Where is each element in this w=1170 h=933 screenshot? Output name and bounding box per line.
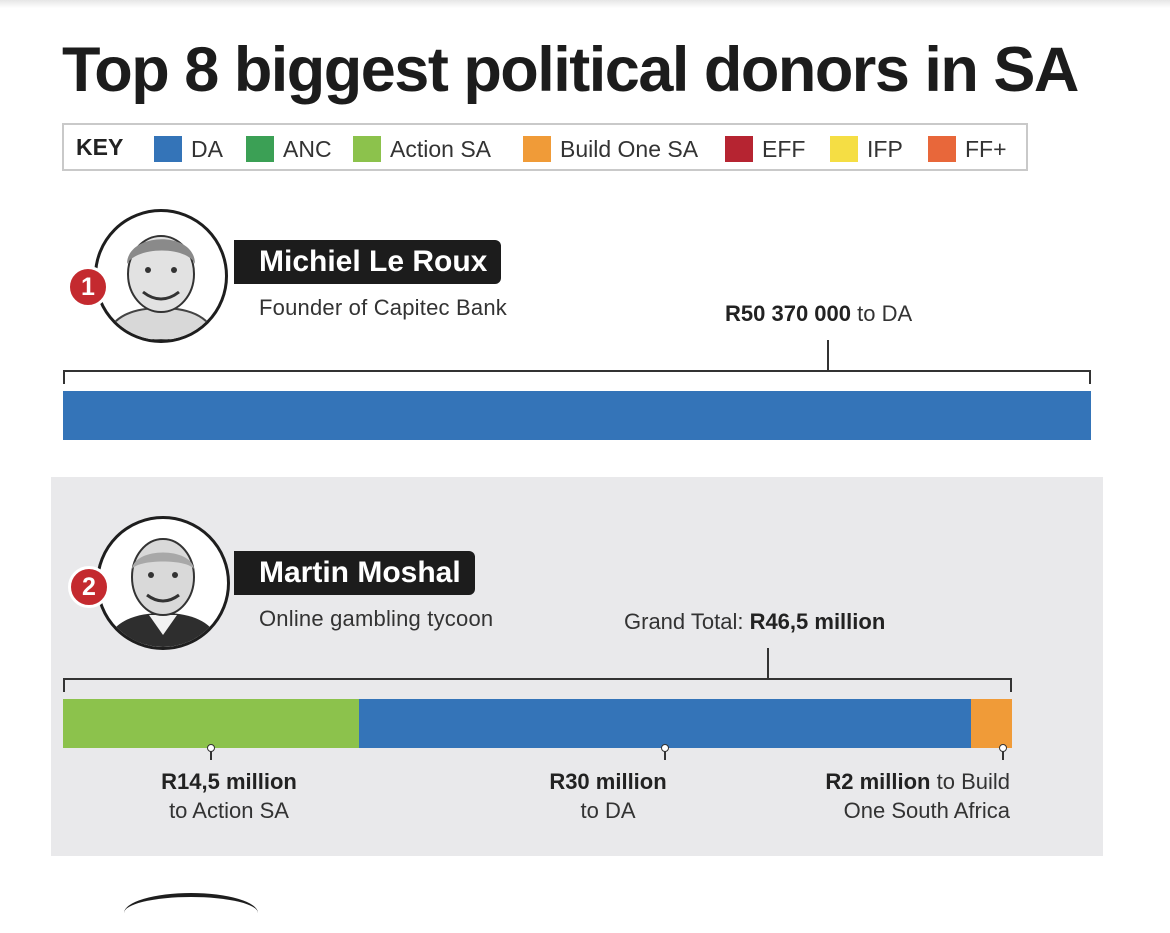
donor-2-segment-da-party: to DA	[580, 798, 636, 823]
donor-3-avatar-partial	[124, 893, 258, 933]
legend-label-eff: EFF	[762, 136, 806, 162]
donor-2-segment-build-one-sa-suffix: to Build	[930, 769, 1010, 794]
donor-2-total-bracket	[63, 678, 1013, 692]
donor-2-pin-dot-action-sa	[206, 744, 215, 752]
donor-2-segment-build-one-sa-amount: R2 million	[825, 769, 931, 794]
donor-2-segment-da-amount: R30 million	[549, 769, 667, 794]
donor-2-total-prefix: Grand Total:	[624, 609, 750, 634]
donor-2-total-connector	[767, 648, 769, 678]
donor-1-name: Michiel Le Roux	[234, 240, 502, 284]
donor-1-total-amount: R50 370 000	[725, 301, 851, 326]
donor-2-segment-build-one-sa-label: R2 million to Build One South Africa	[760, 767, 1010, 825]
donor-1-total-label: R50 370 000 to DA	[725, 301, 912, 327]
infographic-title: Top 8 biggest political donors in SA	[62, 35, 1079, 105]
donor-1-total-suffix: to DA	[851, 301, 913, 326]
donor-2-total-amount: R46,5 million	[749, 609, 886, 634]
donor-2-avatar	[96, 516, 230, 650]
donor-2-bar-build-one-sa	[971, 699, 1012, 748]
donor-1-rank-badge: 1	[67, 266, 109, 308]
donor-2-portrait-icon	[105, 538, 221, 647]
legend-label-da: DA	[191, 136, 223, 162]
top-shadow	[0, 0, 1170, 8]
legend-label-ff-plus: FF+	[965, 136, 1007, 162]
donor-1-description: Founder of Capitec Bank	[259, 295, 507, 320]
legend-swatch-ff-plus	[928, 136, 956, 162]
donor-2-pin-dot-da	[661, 744, 670, 752]
donor-1-bar-da	[63, 391, 1091, 440]
donor-2-bar-da	[358, 699, 972, 748]
legend-swatch-anc	[246, 136, 274, 162]
donor-1-avatar	[94, 209, 228, 343]
legend-label-action-sa: Action SA	[390, 136, 491, 162]
donor-2-pin-dot-build-one-sa	[999, 744, 1008, 752]
legend-swatch-eff	[725, 136, 753, 162]
legend-swatch-action-sa	[353, 136, 381, 162]
legend-label-ifp: IFP	[867, 136, 903, 162]
donor-2-description: Online gambling tycoon	[259, 606, 494, 631]
donor-2-pin-action-sa	[209, 748, 212, 760]
donor-2-segment-action-sa-amount: R14,5 million	[161, 769, 297, 794]
donor-2-segment-action-sa-label: R14,5 million to Action SA	[127, 767, 331, 825]
legend-label-anc: ANC	[283, 136, 332, 162]
legend-title: KEY	[76, 134, 124, 160]
legend-swatch-build-one-sa	[523, 136, 551, 162]
donor-2-panel	[51, 477, 1103, 856]
donor-2-pin-build-one-sa	[1002, 748, 1005, 760]
donor-2-name: Martin Moshal	[234, 551, 475, 595]
donor-1-portrait-icon	[103, 235, 219, 340]
donor-2-total-label: Grand Total: R46,5 million	[624, 609, 885, 635]
donor-2-pin-da	[664, 748, 667, 760]
donor-2-bar-action-sa	[63, 699, 359, 748]
donor-2-segment-build-one-sa-party: One South Africa	[843, 798, 1010, 823]
donor-2-segment-da-label: R30 million to DA	[518, 767, 698, 825]
donor-2-segment-action-sa-party: to Action SA	[169, 798, 289, 823]
donor-2-rank-badge: 2	[68, 566, 110, 608]
legend-swatch-ifp	[830, 136, 858, 162]
donor-1-total-bracket	[63, 370, 1091, 384]
legend-key: KEY DA ANC Action SA Build One SA EFF IF…	[62, 123, 1028, 171]
legend-swatch-da	[154, 136, 182, 162]
legend-label-build-one-sa: Build One SA	[560, 136, 699, 162]
donor-1-total-connector	[827, 340, 829, 370]
